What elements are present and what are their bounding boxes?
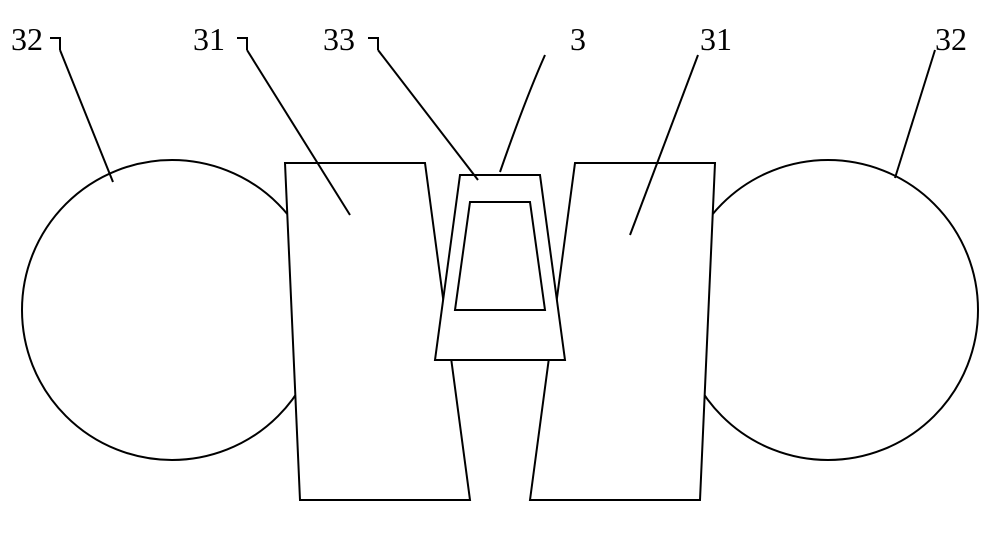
- leader-32-left: [60, 50, 113, 182]
- label-33: 33: [323, 21, 355, 57]
- label-32-right: 32: [935, 21, 967, 57]
- left-circle-32: [22, 160, 322, 460]
- leader-hook-32-left: [50, 38, 60, 50]
- leader-32-right: [895, 50, 935, 178]
- label-31-right: 31: [700, 21, 732, 57]
- label-32-left: 32: [11, 21, 43, 57]
- leader-3: [500, 55, 545, 172]
- right-circle-32: [678, 160, 978, 460]
- leader-hook-31-left: [237, 38, 247, 50]
- leader-33: [378, 50, 478, 180]
- diagram-svg: 32 31 33 3 31 32: [0, 0, 1000, 551]
- label-31-left: 31: [193, 21, 225, 57]
- label-3: 3: [570, 21, 586, 57]
- leader-hook-33: [368, 38, 378, 50]
- technical-diagram: 32 31 33 3 31 32: [0, 0, 1000, 551]
